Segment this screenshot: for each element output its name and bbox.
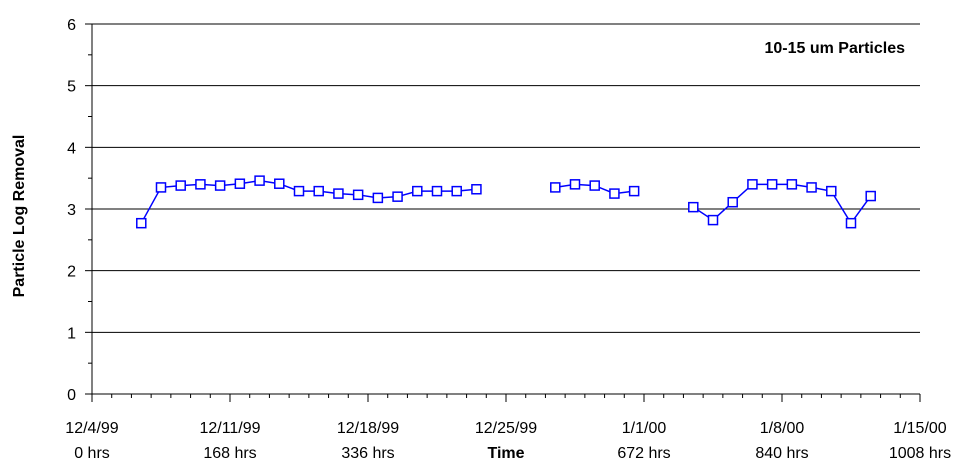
data-point-marker (826, 185, 837, 197)
data-point-marker (471, 184, 482, 195)
data-point-marker (352, 189, 364, 201)
x-tick-hours-label: 672 hrs (617, 445, 670, 462)
x-tick-date-label: 12/18/99 (337, 420, 399, 437)
data-point-marker (747, 179, 758, 190)
data-point-marker (569, 179, 581, 190)
series-line (140, 179, 477, 224)
x-axis-title: Time (487, 445, 524, 462)
x-tick-date-label: 12/25/99 (475, 420, 537, 437)
data-point-marker (136, 217, 147, 229)
data-point-marker (688, 201, 699, 213)
data-point-marker (451, 185, 462, 197)
data-point-marker (707, 214, 719, 226)
y-axis-title: Particle Log Removal (11, 135, 28, 298)
x-tick-hours-label: 1008 hrs (889, 445, 951, 462)
data-point-marker (589, 180, 600, 191)
series-line (692, 183, 872, 225)
data-series (136, 175, 876, 229)
y-tick-labels: 0 1 2 3 4 5 6 (67, 17, 76, 404)
data-point-marker (392, 191, 403, 202)
x-tick-date-label: 1/1/00 (622, 420, 667, 437)
y-tick-label: 1 (67, 325, 76, 342)
data-point-marker (628, 185, 640, 197)
data-point-marker (766, 179, 778, 190)
axes (85, 23, 921, 402)
data-point-marker (175, 180, 186, 191)
data-point-marker (234, 178, 246, 189)
x-tick-hours-label: 0 hrs (74, 445, 110, 462)
x-tick-hours-label: 840 hrs (755, 445, 808, 462)
x-tick-labels: 12/4/99 0 hrs 12/11/99 168 hrs 12/18/99 336 h… (65, 420, 951, 462)
gridlines (92, 23, 920, 333)
y-tick-label: 4 (67, 140, 76, 157)
data-point-marker (806, 182, 817, 193)
data-point-marker (333, 188, 344, 199)
y-tick-label: 6 (67, 17, 76, 34)
data-point-marker (727, 196, 738, 208)
data-point-marker (412, 185, 423, 197)
data-point-marker (431, 185, 443, 197)
x-tick-date-label: 1/8/00 (760, 420, 805, 437)
x-tick-hours-label: 168 hrs (203, 445, 256, 462)
data-point-marker (293, 185, 305, 197)
x-tick-date-label: 12/11/99 (199, 420, 260, 437)
data-point-marker (254, 175, 265, 186)
x-tick-date-label: 12/4/99 (65, 420, 118, 437)
y-tick-label: 5 (67, 79, 76, 96)
data-point-marker (214, 180, 226, 191)
data-point-marker (786, 179, 798, 190)
y-tick-label: 2 (67, 264, 76, 281)
data-point-marker (550, 182, 561, 193)
data-point-marker (372, 192, 384, 204)
x-tick-hours-label: 336 hrs (341, 445, 394, 462)
data-point-marker (845, 217, 857, 229)
chart-annotation: 10-15 um Particles (764, 40, 905, 57)
data-point-marker (155, 182, 167, 193)
data-point-marker (865, 190, 876, 202)
x-tick-date-label: 1/15/00 (893, 420, 946, 437)
data-point-marker (313, 185, 324, 197)
data-point-marker (609, 188, 620, 199)
data-point-marker (195, 179, 206, 190)
y-tick-label: 3 (67, 202, 76, 219)
data-point-marker (274, 178, 285, 189)
y-tick-label: 0 (67, 387, 76, 404)
